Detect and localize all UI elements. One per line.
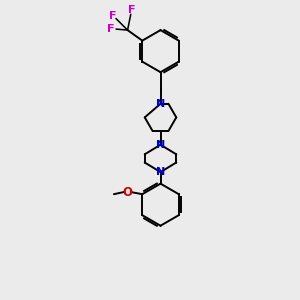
Text: F: F — [107, 24, 115, 34]
Text: F: F — [109, 11, 117, 21]
Text: N: N — [156, 140, 165, 150]
Text: N: N — [156, 167, 165, 177]
Text: N: N — [156, 99, 165, 109]
Text: F: F — [128, 5, 136, 15]
Text: O: O — [123, 186, 133, 199]
